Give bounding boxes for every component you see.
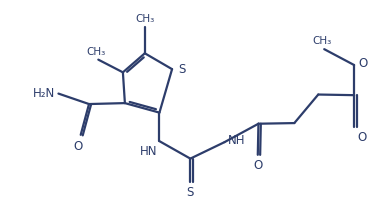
Text: S: S bbox=[178, 63, 185, 76]
Text: CH₃: CH₃ bbox=[313, 36, 332, 46]
Text: HN: HN bbox=[140, 145, 157, 158]
Text: NH: NH bbox=[228, 134, 246, 147]
Text: O: O bbox=[357, 131, 366, 144]
Text: O: O bbox=[358, 57, 367, 70]
Text: H₂N: H₂N bbox=[32, 87, 55, 100]
Text: O: O bbox=[253, 159, 262, 172]
Text: S: S bbox=[187, 186, 194, 199]
Text: CH₃: CH₃ bbox=[135, 14, 154, 24]
Text: CH₃: CH₃ bbox=[87, 47, 106, 57]
Text: O: O bbox=[73, 140, 83, 153]
